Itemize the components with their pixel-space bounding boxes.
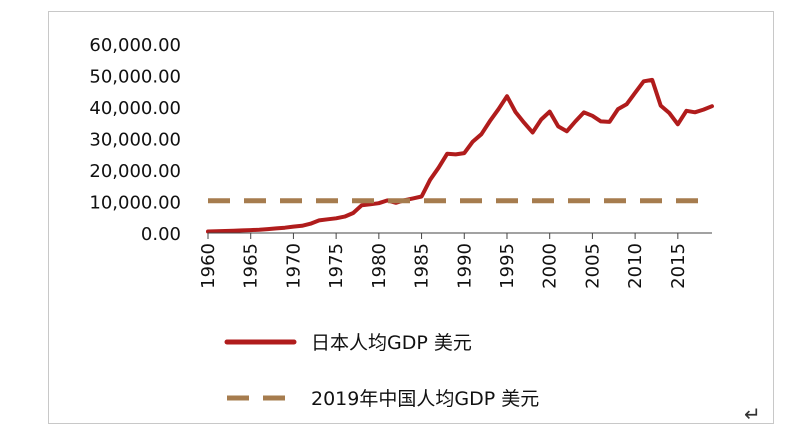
series-0: [206, 77, 714, 234]
x-axis: 1960 1965 1970 1975 1980 1985 1990 1995 2000 2005…: [198, 232, 712, 289]
y-tick-label: 10,000.00: [89, 193, 181, 214]
legend-label-china: 2019年中国人均GDP 美元: [311, 388, 539, 410]
x-tick-label: 1960: [198, 243, 219, 289]
plot-area: [206, 77, 714, 234]
y-tick-label: 50,000.00: [89, 67, 181, 88]
x-tick-label: 1965: [241, 243, 262, 289]
x-tick-label: 1985: [412, 243, 433, 289]
x-tick-label: 2015: [668, 243, 689, 289]
x-tick-label: 2010: [625, 243, 646, 289]
paragraph-return-icon: ↵: [744, 402, 761, 426]
y-tick-label: 60,000.00: [89, 35, 181, 56]
x-tick-label: 1995: [497, 243, 518, 289]
y-tick-label: 40,000.00: [89, 98, 181, 119]
x-tick-label: 1990: [454, 243, 475, 289]
x-tick-label: 2005: [582, 243, 603, 289]
series-line: [206, 77, 714, 234]
y-tick-label: 20,000.00: [89, 161, 181, 182]
x-tick-label: 2000: [540, 243, 561, 289]
legend: 日本人均GDP 美元 2019年中国人均GDP 美元: [224, 332, 539, 410]
y-axis: 0.00 10,000.00 20,000.00 30,000.00 40,000.00…: [89, 35, 181, 245]
x-tick-label: 1975: [326, 243, 347, 289]
y-tick-label: 0.00: [141, 224, 181, 245]
chart-frame: 0.00 10,000.00 20,000.00 30,000.00 40,000.00…: [48, 11, 774, 424]
chart-svg: 0.00 10,000.00 20,000.00 30,000.00 40,000.00…: [89, 35, 714, 410]
x-tick-label: 1970: [283, 243, 304, 289]
legend-label-japan: 日本人均GDP 美元: [311, 332, 472, 354]
x-tick-label: 1980: [369, 243, 390, 289]
y-tick-label: 30,000.00: [89, 130, 181, 151]
